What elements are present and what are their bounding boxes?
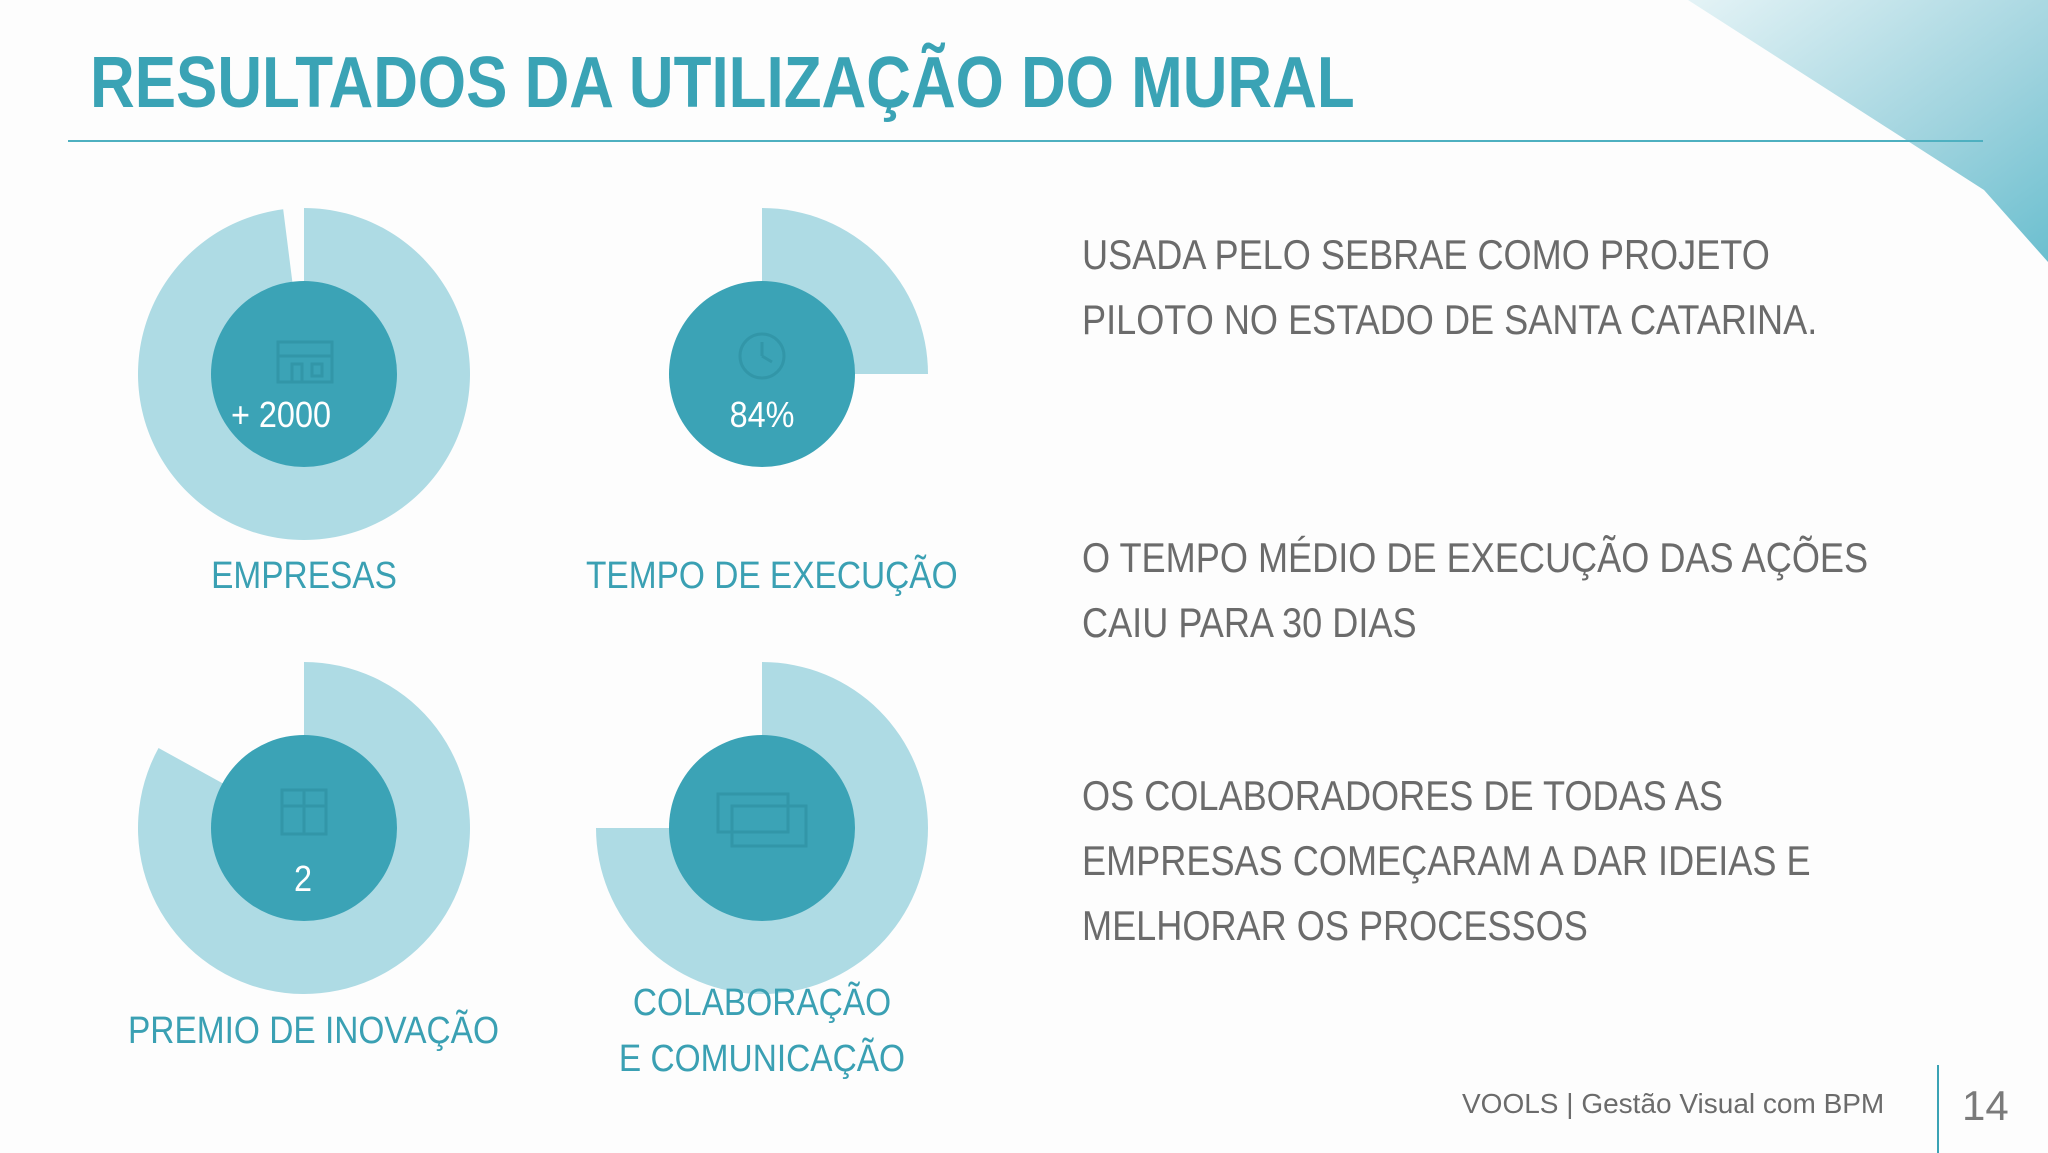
metric-label-colaboracao-line2: E COMUNICAÇÃO xyxy=(618,1038,906,1080)
metric-label-empresas: EMPRESAS xyxy=(211,555,397,597)
metric-label-tempo: TEMPO DE EXECUÇÃO xyxy=(586,555,958,597)
clock-icon xyxy=(738,332,786,380)
metric-value-tempo: 84% xyxy=(729,394,795,435)
trophy-icon xyxy=(280,788,328,836)
statement-line: PILOTO NO ESTADO DE SANTA CATARINA. xyxy=(1082,296,1818,343)
donut-center xyxy=(211,281,397,467)
footer-divider xyxy=(1937,1065,1939,1153)
donut-center xyxy=(669,281,855,467)
title-divider xyxy=(68,140,1983,142)
metric-label-colaboracao-line1: COLABORAÇÃO xyxy=(632,982,892,1024)
footer-brand: VOOLS | Gestão Visual com BPM xyxy=(1462,1088,1885,1119)
donut-premio xyxy=(137,662,470,994)
statement-line: CAIU PARA 30 DIAS xyxy=(1082,599,1417,646)
donut-empresas xyxy=(138,208,471,540)
donut-center xyxy=(669,735,855,921)
page-number: 14 xyxy=(1962,1082,2009,1129)
chat-icon xyxy=(716,792,808,848)
statement-line: EMPRESAS COMEÇARAM A DAR IDEIAS E xyxy=(1082,837,1811,884)
statement-line: O TEMPO MÉDIO DE EXECUÇÃO DAS AÇÕES xyxy=(1082,534,1869,581)
metric-label-premio: PREMIO DE INOVAÇÃO xyxy=(128,1010,500,1052)
corner-decoration xyxy=(1688,0,2048,262)
page-title: RESULTADOS DA UTILIZAÇÃO DO MURAL xyxy=(90,43,1355,123)
building-icon xyxy=(276,340,334,384)
metric-value-empresas: + 2000 xyxy=(230,394,332,435)
statement-tempo: O TEMPO MÉDIO DE EXECUÇÃO DAS AÇÕES CAIU… xyxy=(1082,525,1869,655)
statement-sebrae: USADA PELO SEBRAE COMO PROJETO PILOTO NO… xyxy=(1082,222,1856,352)
donut-tempo xyxy=(669,208,928,467)
statement-colaboradores: OS COLABORADORES DE TODAS AS EMPRESAS CO… xyxy=(1082,763,1856,958)
metric-value-premio: 2 xyxy=(293,858,313,899)
statement-line: MELHORAR OS PROCESSOS xyxy=(1082,902,1588,949)
statement-line: OS COLABORADORES DE TODAS AS xyxy=(1082,772,1723,819)
statement-line: USADA PELO SEBRAE COMO PROJETO xyxy=(1082,231,1770,278)
donut-colaboracao xyxy=(596,662,928,994)
